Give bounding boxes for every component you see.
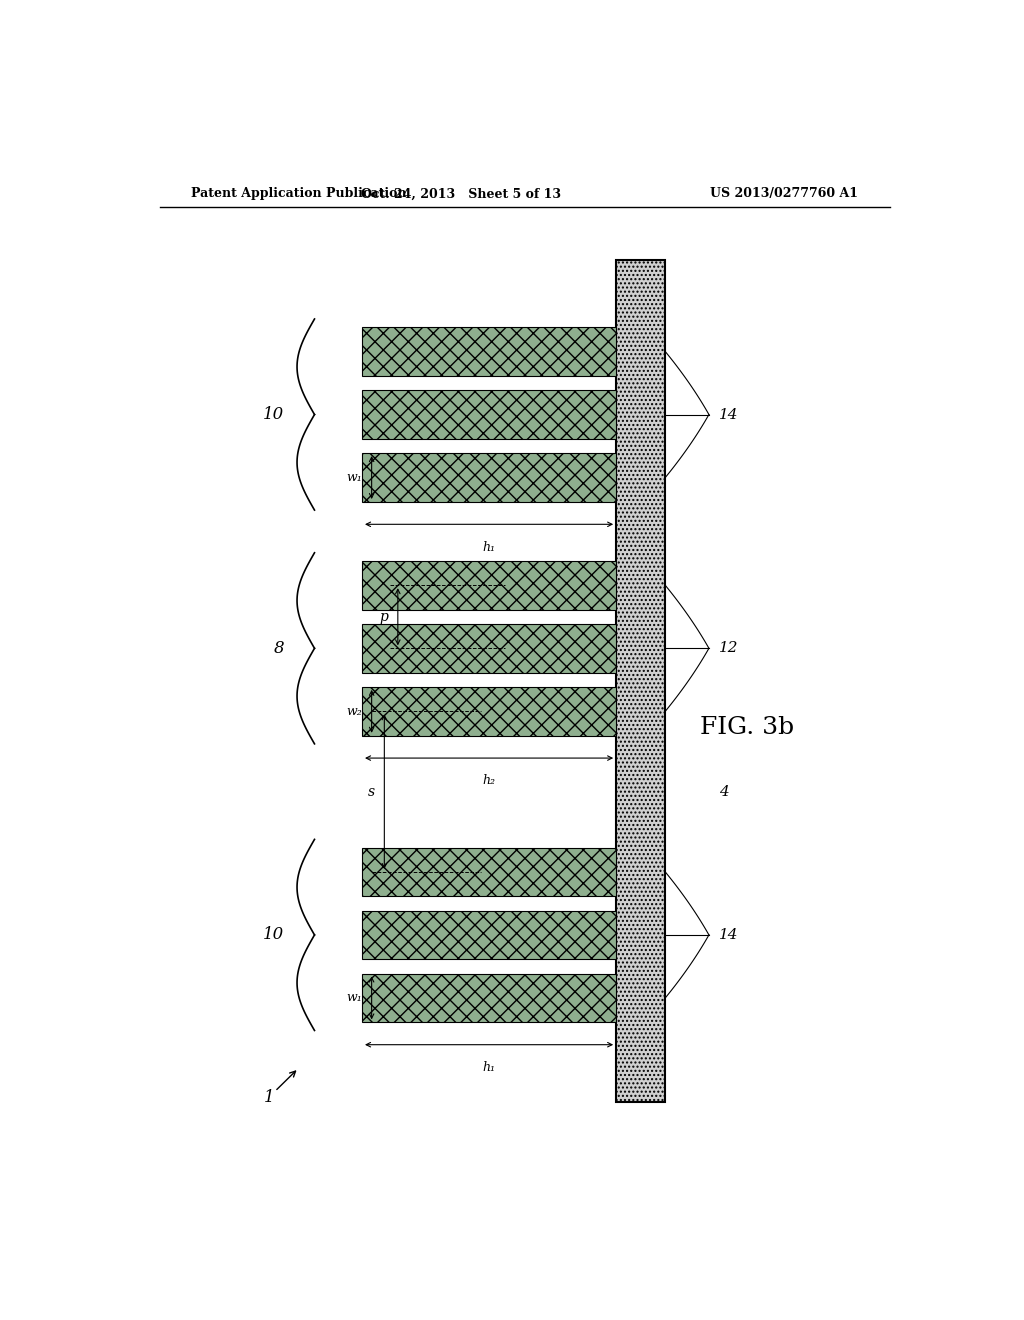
Text: 14: 14 (719, 408, 738, 421)
Text: 1: 1 (264, 1089, 274, 1106)
Bar (362, 911, 616, 960)
Bar (362, 391, 616, 440)
Text: w₁: w₁ (346, 991, 362, 1005)
Text: Oct. 24, 2013   Sheet 5 of 13: Oct. 24, 2013 Sheet 5 of 13 (361, 187, 561, 201)
Text: h₁: h₁ (482, 1061, 496, 1074)
Bar (362, 453, 616, 502)
Text: s: s (368, 784, 375, 799)
Text: Patent Application Publication: Patent Application Publication (191, 187, 407, 201)
Text: 10: 10 (263, 927, 285, 944)
Text: w₁: w₁ (346, 471, 362, 484)
Bar (362, 561, 616, 610)
Text: 10: 10 (263, 407, 285, 422)
Text: w₂: w₂ (346, 705, 362, 718)
Text: p: p (380, 610, 388, 624)
Text: 4: 4 (719, 784, 729, 799)
Text: FIG. 3b: FIG. 3b (700, 715, 794, 739)
Text: US 2013/0277760 A1: US 2013/0277760 A1 (710, 187, 858, 201)
Text: 8: 8 (273, 640, 285, 657)
Text: h₁: h₁ (482, 541, 496, 553)
Bar (362, 624, 616, 673)
Bar (362, 847, 616, 896)
Text: 12: 12 (719, 642, 738, 655)
Bar (362, 974, 616, 1022)
Text: 14: 14 (719, 928, 738, 942)
Bar (362, 686, 616, 735)
Text: h₂: h₂ (482, 775, 496, 787)
Bar (362, 327, 616, 376)
Bar (616, 260, 666, 1102)
